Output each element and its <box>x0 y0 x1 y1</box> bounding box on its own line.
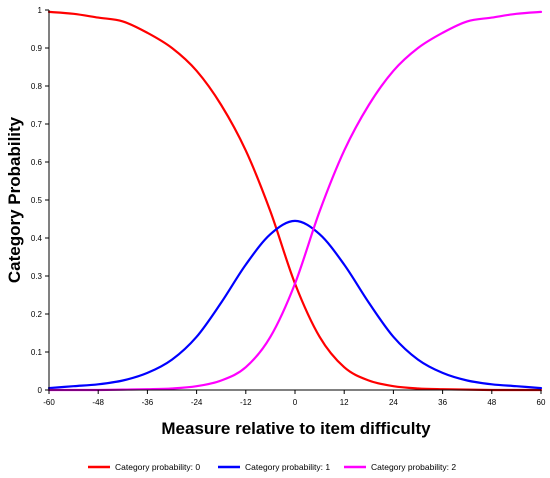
y-tick-label: 0.5 <box>31 196 43 205</box>
series-line-1 <box>47 219 543 390</box>
y-tick-label: 0.9 <box>31 44 43 53</box>
x-tick-label: 36 <box>438 398 447 407</box>
legend: Category probability: 0 Category probabil… <box>88 462 456 472</box>
x-tick-label: -60 <box>43 398 55 407</box>
y-tick-label: 0.1 <box>31 348 43 357</box>
x-tick-label: 48 <box>487 398 496 407</box>
x-tick-label: 0 <box>293 398 298 407</box>
y-tick-label: 0.6 <box>31 158 43 167</box>
x-tick-label: -48 <box>92 398 104 407</box>
y-axis-title: Category Probability <box>5 116 24 283</box>
x-tick-label: -24 <box>191 398 203 407</box>
y-tick-label: 0 <box>38 386 43 395</box>
x-axis-title: Measure relative to item difficulty <box>161 419 431 438</box>
x-tick-label: 60 <box>537 398 546 407</box>
x-tick-label: 12 <box>340 398 349 407</box>
x-axis-ticks: -60 -48 -36 -24 -12 0 12 24 36 48 60 <box>43 390 546 407</box>
legend-label-0: Category probability: 0 <box>115 462 200 472</box>
y-tick-label: 1 <box>38 6 43 15</box>
y-axis-ticks: 0 0.1 0.2 0.3 0.4 0.5 0.6 0.7 0.8 0.9 1 <box>31 6 49 395</box>
x-tick-label: -12 <box>240 398 252 407</box>
legend-label-2: Category probability: 2 <box>371 462 456 472</box>
y-tick-label: 0.3 <box>31 272 43 281</box>
x-tick-label: 24 <box>389 398 398 407</box>
y-tick-label: 0.7 <box>31 120 43 129</box>
legend-label-1: Category probability: 1 <box>245 462 330 472</box>
y-tick-label: 0.4 <box>31 234 43 243</box>
x-tick-label: -36 <box>142 398 154 407</box>
y-tick-label: 0.8 <box>31 82 43 91</box>
y-tick-label: 0.2 <box>31 310 43 319</box>
